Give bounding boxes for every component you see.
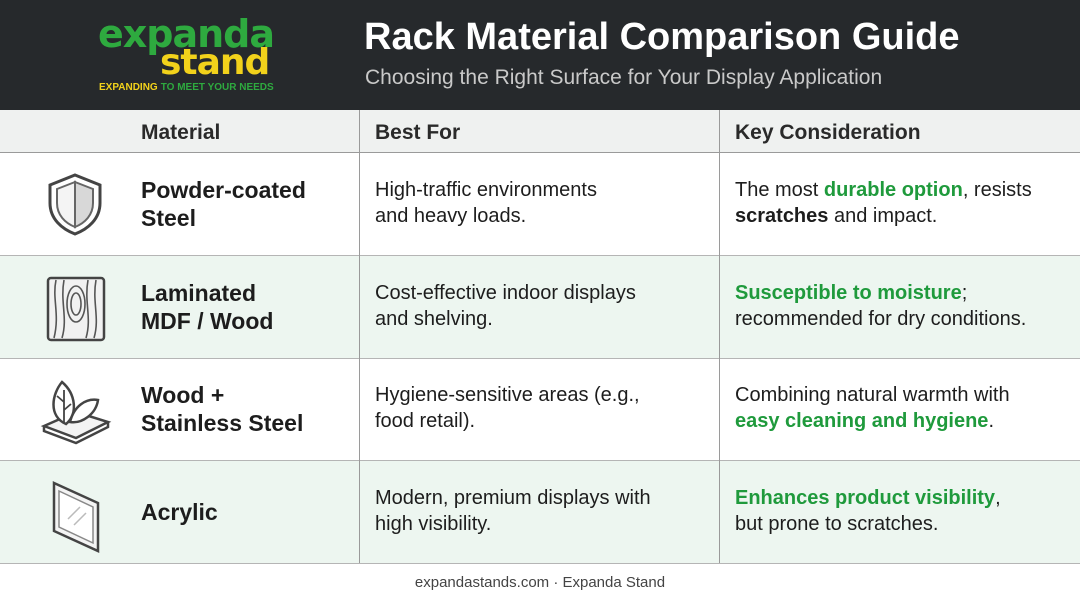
best-for-line: High-traffic environments	[375, 179, 597, 201]
key-line: Combining natural warmth with	[735, 382, 1010, 408]
tagline-part: EXPANDING	[99, 82, 158, 93]
footer: expandastands.com · Expanda Stand	[414, 574, 666, 591]
logo-word: stand	[160, 42, 270, 83]
wood-icon	[46, 276, 106, 341]
header: expanda stand EXPANDING TO MEET YOUR NEED…	[0, 0, 1080, 110]
best-for-line: food retail).	[375, 410, 476, 432]
acrylic-icon	[52, 480, 100, 553]
shield-icon	[48, 173, 102, 236]
key-line: easy cleaning and hygiene.	[735, 408, 1010, 434]
key-text: recommended for dry conditions.	[735, 307, 1027, 330]
key-line: scratches and impact.	[735, 203, 1032, 229]
key-cell: The most durable option, resists scratche…	[735, 177, 1032, 229]
column-divider	[719, 110, 720, 563]
key-line: but prone to scratches.	[735, 511, 1001, 537]
key-text: .	[988, 410, 994, 432]
key-text: easy cleaning and hygiene	[735, 410, 989, 432]
key-text: durable option	[823, 179, 963, 201]
table-row: Wood + Stainless Steel Hygiene-sensitive a…	[0, 358, 1080, 461]
material-line: MDF / Wood	[141, 307, 274, 334]
material-line: Acrylic	[141, 498, 218, 525]
key-line: Enhances product visibility,	[735, 485, 1001, 511]
material-line: Steel	[141, 205, 196, 231]
key-text: ,	[995, 486, 1001, 509]
key-text: , resists	[962, 179, 1032, 201]
column-header: Key Consideration	[735, 121, 921, 144]
material-cell: Powder-coated Steel	[141, 176, 306, 232]
column-header: Best For	[375, 121, 461, 144]
key-text: ;	[961, 281, 968, 304]
best-for-cell: Cost-effective indoor displays and shelvi…	[375, 280, 636, 332]
best-for-cell: Hygiene-sensitive areas (e.g., food retai…	[375, 382, 640, 434]
key-text: The most	[735, 179, 824, 201]
key-text: but prone to scratches.	[735, 512, 939, 535]
best-for-line: Hygiene-sensitive areas (e.g.,	[375, 384, 640, 406]
leaf-board-icon	[40, 380, 112, 445]
key-text: Combining natural warmth with	[735, 384, 1010, 406]
key-text: Susceptible to moisture	[735, 281, 962, 304]
best-for-cell: Modern, premium displays with high visibi…	[375, 485, 651, 537]
logo-word: expanda	[98, 12, 275, 56]
key-line: Susceptible to moisture;	[735, 280, 1026, 306]
best-for-line: Cost-effective indoor displays	[375, 281, 636, 304]
material-cell: Laminated MDF / Wood	[141, 279, 273, 335]
column-header: Material	[141, 121, 221, 144]
table-row: Powder-coated Steel High-traffic environme…	[0, 153, 1080, 256]
material-line: Laminated	[141, 279, 257, 306]
key-line: The most durable option, resists	[735, 177, 1032, 203]
subtitle: Choosing the Right Surface for Your Disp…	[365, 66, 883, 89]
key-text: Enhances product visibility	[735, 486, 996, 509]
material-line: Powder-coated	[141, 177, 306, 203]
material-cell: Wood + Stainless Steel	[141, 381, 303, 437]
best-for-cell: High-traffic environments and heavy loads…	[375, 177, 597, 229]
table-row: Laminated MDF / Wood Cost-effective indoor…	[0, 255, 1080, 359]
table-row: Acrylic Modern, premium displays with high…	[0, 460, 1080, 564]
key-text: scratches	[735, 205, 829, 227]
key-cell: Enhances product visibility, but prone to…	[735, 485, 1001, 537]
best-for-line: and heavy loads.	[375, 205, 527, 227]
material-cell: Acrylic	[141, 498, 218, 526]
key-cell: Combining natural warmth with easy cleani…	[735, 382, 1010, 434]
title: Rack Material Comparison Guide	[364, 16, 960, 58]
material-line: Wood +	[141, 382, 225, 408]
key-cell: Susceptible to moisture; recommended for …	[735, 280, 1026, 332]
logo-tagline: EXPANDING TO MEET YOUR NEEDS	[99, 82, 274, 93]
header-row: Material Best For Key Consideration	[0, 110, 1080, 153]
tagline-part: TO MEET YOUR NEEDS	[160, 82, 274, 93]
key-text: and impact.	[828, 205, 938, 227]
material-line: Stainless Steel	[141, 410, 304, 436]
column-divider	[359, 110, 360, 563]
best-for-line: and shelving.	[375, 307, 493, 330]
best-for-line: high visibility.	[375, 512, 492, 535]
best-for-line: Modern, premium displays with	[375, 486, 651, 509]
key-line: recommended for dry conditions.	[735, 306, 1026, 332]
